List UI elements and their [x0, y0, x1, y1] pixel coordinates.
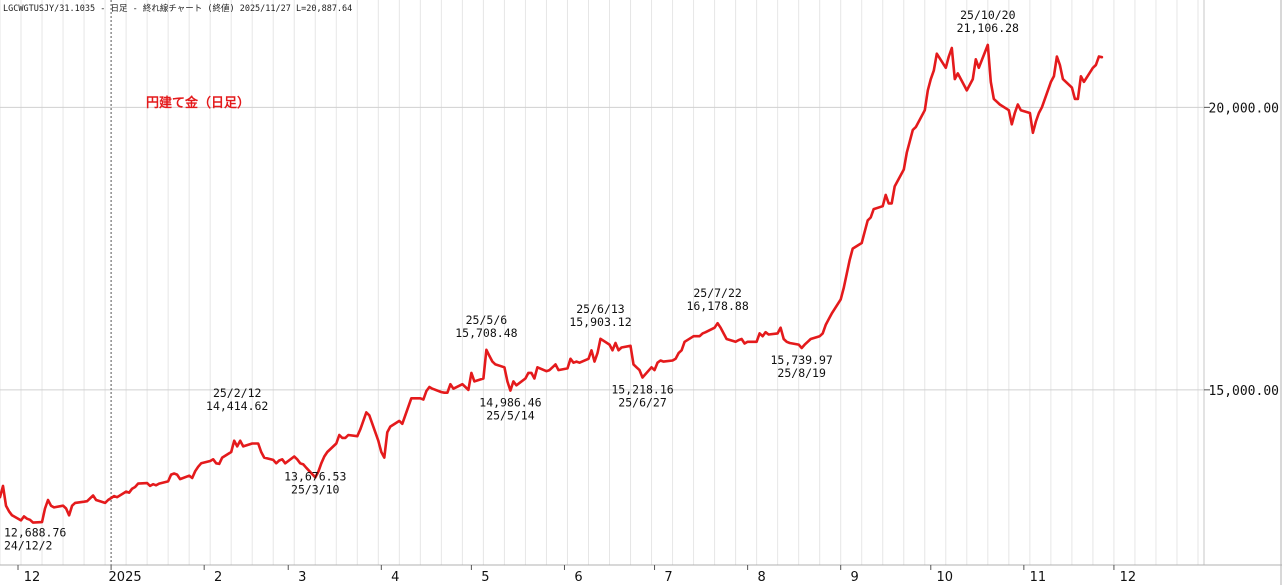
annotation-date: 25/5/6	[466, 313, 508, 327]
x-tick-label: 2025	[109, 570, 142, 585]
annotation-date: 25/5/14	[486, 409, 535, 423]
annotation-value: 14,986.46	[479, 396, 541, 410]
x-axis: 12 2025 2 3 4 5 6 7 8 9 10 11 12	[17, 565, 1137, 585]
y-axis: 15,000.00 20,000.00	[1204, 101, 1279, 399]
x-tick-label: 9	[851, 570, 859, 585]
annotation-value: 15,708.48	[455, 326, 517, 340]
vertical-gridlines	[0, 0, 1199, 565]
annotation-value: 12,688.76	[4, 525, 66, 539]
y-tick-label: 15,000.00	[1209, 384, 1279, 399]
annotation-date: 25/3/10	[291, 483, 340, 497]
annotation-value: 16,178.88	[686, 299, 748, 313]
x-tick-label: 3	[298, 570, 306, 585]
x-tick-label: 8	[757, 570, 765, 585]
annotation-value: 15,739.97	[771, 353, 833, 367]
annotation-date: 25/2/12	[213, 386, 261, 400]
x-tick-label: 11	[1030, 570, 1047, 585]
annotation-value: 15,903.12	[569, 315, 631, 329]
annotation-date: 25/10/20	[960, 8, 1015, 22]
x-tick-label: 12	[1120, 570, 1137, 585]
x-tick-label: 12	[24, 570, 41, 585]
price-line	[0, 43, 1104, 524]
y-tick-label: 20,000.00	[1209, 101, 1279, 116]
x-tick-label: 4	[391, 570, 399, 585]
chart-header-caption: LGCWGTUSJY/31.1035 - 日足 - 終れ線チャート (終値) 2…	[3, 3, 352, 14]
x-tick-label: 2	[214, 570, 222, 585]
annotation-date: 25/8/19	[777, 366, 826, 380]
x-tick-label: 7	[664, 570, 672, 585]
annotation-value: 13,676.53	[284, 470, 346, 484]
annotation-date: 24/12/2	[4, 538, 52, 552]
annotation-value: 14,414.62	[206, 399, 268, 413]
chart-title: 円建て金（日足）	[146, 95, 250, 111]
x-tick-label: 6	[574, 570, 582, 585]
annotation-date: 25/7/22	[693, 286, 741, 300]
annotation-value: 21,106.28	[957, 21, 1019, 35]
x-tick-label: 5	[481, 570, 489, 585]
annotation-value: 15,218.16	[611, 383, 673, 397]
annotation-date: 25/6/27	[618, 396, 667, 410]
x-tick-label: 10	[936, 570, 953, 585]
annotation-date: 25/6/13	[576, 302, 625, 316]
